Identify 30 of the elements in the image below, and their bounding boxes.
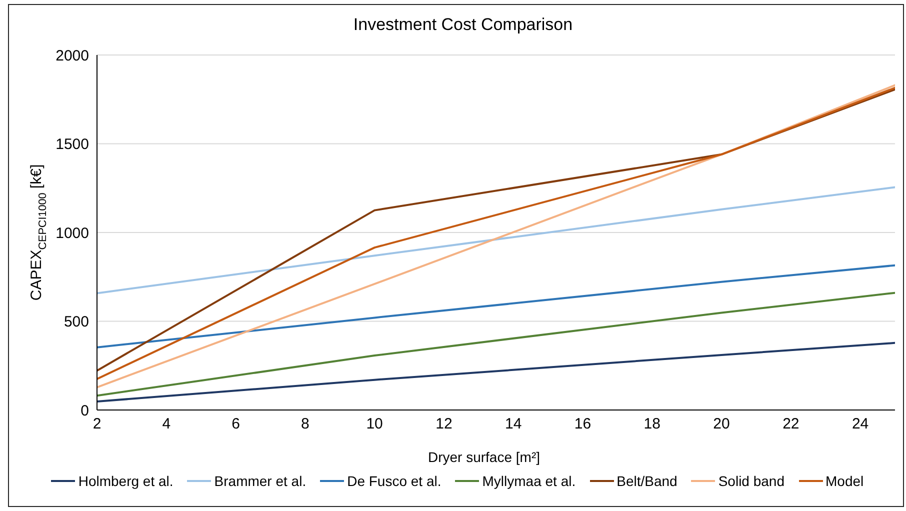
line-series [97,186,895,294]
y-tick-label: 2000 [56,47,89,64]
legend-label: Myllymaa et al. [482,473,576,489]
y-tick-label: 1500 [56,136,89,154]
line-series [97,292,895,397]
x-axis-title: Dryer surface [m²] [428,448,540,465]
x-tick-label: 10 [366,416,383,433]
x-tick-label: 4 [162,416,171,433]
legend-label: Brammer et al. [214,473,306,489]
y-tick-label: 500 [64,314,89,331]
x-tick-label: 6 [232,416,240,433]
y-tick-label: 0 [80,402,89,420]
legend-label: Model [826,473,864,489]
legend-label: Solid band [718,473,784,489]
line-series [97,264,895,348]
x-tick-label: 18 [644,416,660,433]
x-tick-label: 16 [574,416,592,433]
x-tick-label: 24 [852,416,869,433]
x-tick-label: 22 [782,416,800,433]
x-tick-label: 20 [713,416,730,433]
chart-title: Investment Cost Comparison [352,15,574,35]
y-tick-label: 1000 [56,224,89,242]
legend-label: De Fusco et al. [347,473,442,489]
line-series [97,342,895,402]
x-tick-label: 2 [92,416,102,433]
x-tick-label: 8 [301,416,310,433]
x-tick-label: 14 [505,416,522,433]
legend-label: Belt/Band [616,473,678,489]
legend-label: Holmberg et al. [78,473,174,489]
x-tick-label: 12 [436,416,452,433]
